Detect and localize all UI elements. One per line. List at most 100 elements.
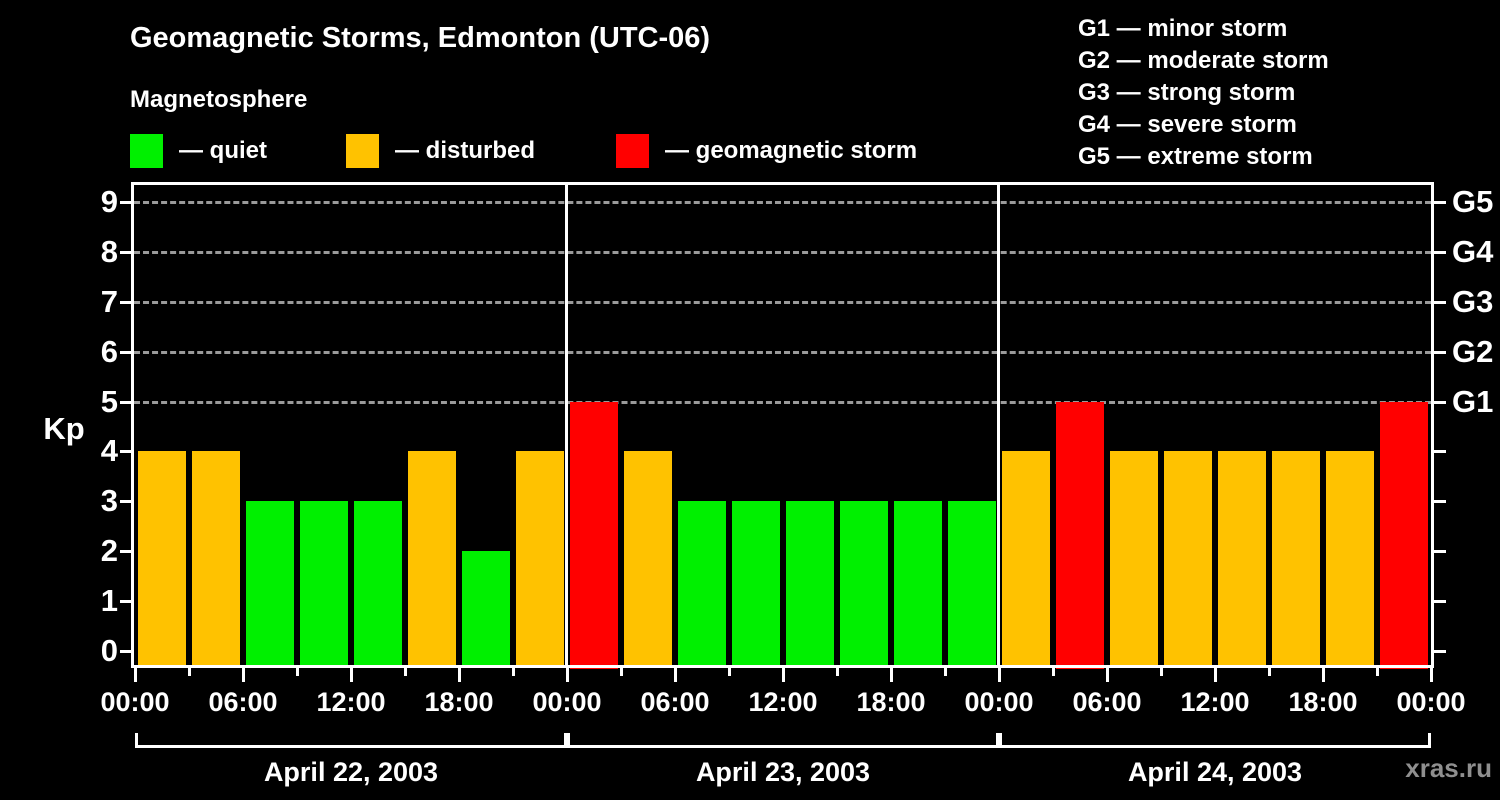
x-tick-label: 12:00 bbox=[1180, 687, 1250, 717]
kp-bar bbox=[786, 501, 834, 668]
x-tick-label: 00:00 bbox=[100, 687, 170, 717]
day-bracket-end bbox=[999, 733, 1002, 748]
gridline-kp8 bbox=[134, 251, 1431, 254]
x-tick bbox=[512, 668, 515, 676]
storm-scale-item-g5: G5 — extreme storm bbox=[1078, 143, 1313, 170]
y-tick-label: 2 bbox=[100, 533, 118, 568]
x-tick bbox=[1322, 668, 1325, 682]
day-bracket-end bbox=[996, 733, 999, 748]
y-tick-label: 5 bbox=[100, 384, 118, 419]
y-tick-label: 4 bbox=[100, 433, 118, 468]
x-tick bbox=[1106, 668, 1109, 682]
y-tick bbox=[120, 450, 131, 453]
day-label: April 22, 2003 bbox=[263, 757, 439, 787]
gridline-kp5 bbox=[134, 401, 1431, 404]
y-tick bbox=[120, 351, 131, 354]
y-tick bbox=[120, 301, 131, 304]
legend-label-storm: — geomagnetic storm bbox=[665, 137, 918, 164]
x-tick bbox=[1160, 668, 1163, 676]
x-tick bbox=[890, 668, 893, 682]
x-tick-label: 18:00 bbox=[1288, 687, 1358, 717]
storm-scale-item-g4: G4 — severe storm bbox=[1078, 111, 1297, 138]
day-bracket bbox=[135, 745, 567, 748]
x-tick-label: 18:00 bbox=[856, 687, 926, 717]
x-tick bbox=[1214, 668, 1217, 682]
gridline-kp9 bbox=[134, 201, 1431, 204]
right-tick bbox=[1434, 450, 1446, 453]
right-tick bbox=[1434, 500, 1446, 503]
x-tick-label: 00:00 bbox=[1396, 687, 1466, 717]
x-tick bbox=[1430, 668, 1433, 682]
day-separator bbox=[565, 182, 568, 668]
y-tick-label: 0 bbox=[100, 633, 118, 668]
g-level-label-g1: G1 bbox=[1452, 384, 1494, 419]
kp-bar bbox=[948, 501, 996, 668]
x-tick bbox=[404, 668, 407, 676]
gridline-kp6 bbox=[134, 351, 1431, 354]
kp-bar bbox=[1218, 451, 1266, 668]
day-separator bbox=[997, 182, 1000, 668]
y-tick-label: 3 bbox=[100, 483, 118, 518]
y-tick bbox=[120, 650, 131, 653]
right-tick bbox=[1434, 301, 1446, 304]
kp-bar bbox=[624, 451, 672, 668]
storm-scale-item-g3: G3 — strong storm bbox=[1078, 79, 1296, 106]
gridline-kp7 bbox=[134, 301, 1431, 304]
kp-bar bbox=[1002, 451, 1050, 668]
right-tick bbox=[1434, 650, 1446, 653]
y-axis-label: Kp bbox=[43, 411, 85, 446]
storm-scale-item-g1: G1 — minor storm bbox=[1078, 15, 1288, 42]
x-tick-label: 12:00 bbox=[316, 687, 386, 717]
legend-item-disturbed: — disturbed bbox=[346, 133, 535, 169]
x-tick bbox=[998, 668, 1001, 682]
right-tick bbox=[1434, 251, 1446, 254]
kp-bar bbox=[1056, 402, 1104, 669]
x-tick-label: 00:00 bbox=[964, 687, 1034, 717]
kp-bar bbox=[300, 501, 348, 668]
day-bracket-end bbox=[564, 733, 567, 748]
kp-bar bbox=[1272, 451, 1320, 668]
legend-item-storm: — geomagnetic storm bbox=[616, 133, 917, 169]
g-level-label-g3: G3 bbox=[1452, 284, 1494, 319]
kp-bar bbox=[1164, 451, 1212, 668]
x-tick bbox=[728, 668, 731, 676]
right-tick bbox=[1434, 351, 1446, 354]
storm-scale-legend: G1 — minor storm G2 — moderate storm G3 — … bbox=[1078, 13, 1329, 173]
x-tick bbox=[296, 668, 299, 676]
watermark: xras.ru bbox=[1405, 753, 1492, 783]
y-tick-label: 6 bbox=[100, 334, 118, 369]
x-tick bbox=[674, 668, 677, 682]
kp-bar bbox=[354, 501, 402, 668]
legend-label-disturbed: — disturbed bbox=[395, 137, 536, 164]
x-tick bbox=[1052, 668, 1055, 676]
right-tick bbox=[1434, 201, 1446, 204]
x-tick-label: 12:00 bbox=[748, 687, 818, 717]
x-tick bbox=[620, 668, 623, 676]
x-tick bbox=[242, 668, 245, 682]
day-bracket-end bbox=[567, 733, 570, 748]
x-tick-label: 06:00 bbox=[208, 687, 278, 717]
x-tick bbox=[566, 668, 569, 682]
g-level-label-g2: G2 bbox=[1452, 334, 1494, 369]
chart-title: Geomagnetic Storms, Edmonton (UTC-06) bbox=[130, 22, 711, 54]
kp-bar bbox=[246, 501, 294, 668]
y-tick bbox=[120, 251, 131, 254]
y-tick bbox=[120, 201, 131, 204]
kp-bar bbox=[732, 501, 780, 668]
legend-label-quiet: — quiet bbox=[179, 137, 267, 164]
y-tick bbox=[120, 401, 131, 404]
x-tick-label: 00:00 bbox=[532, 687, 602, 717]
y-tick-label: 1 bbox=[100, 583, 118, 618]
kp-bar bbox=[840, 501, 888, 668]
kp-bar bbox=[408, 451, 456, 668]
storm-scale-item-g2: G2 — moderate storm bbox=[1078, 47, 1329, 74]
y-tick-label: 8 bbox=[100, 234, 118, 269]
kp-bar bbox=[462, 551, 510, 668]
day-bracket-end bbox=[135, 733, 138, 748]
quiet-swatch bbox=[130, 134, 163, 168]
x-tick bbox=[458, 668, 461, 682]
kp-bar bbox=[570, 402, 618, 669]
x-tick bbox=[944, 668, 947, 676]
y-tick bbox=[120, 500, 131, 503]
